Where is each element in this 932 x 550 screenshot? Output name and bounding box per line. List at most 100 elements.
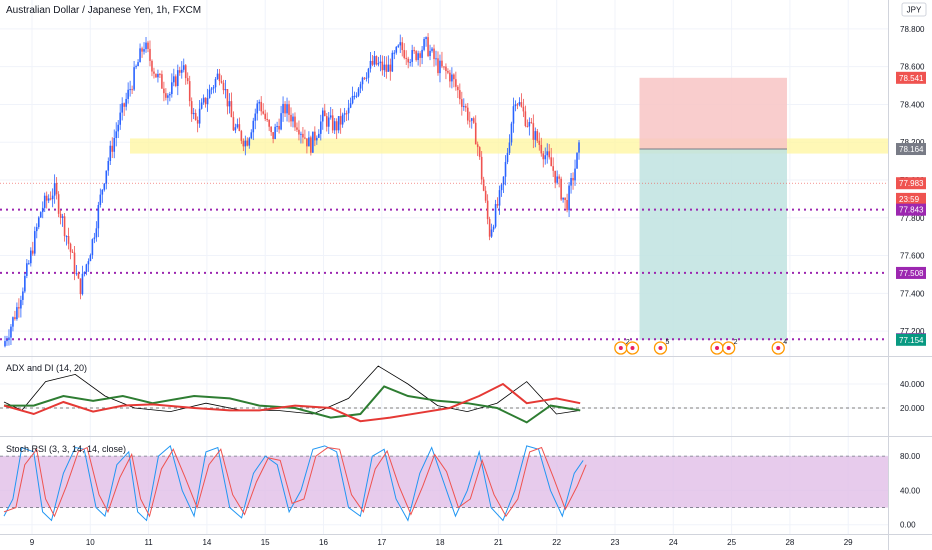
candle[interactable] [61,213,64,227]
candle[interactable] [463,98,465,111]
candle[interactable] [175,74,177,88]
candle[interactable] [200,98,203,110]
candle[interactable] [220,75,223,84]
candle[interactable] [375,55,378,66]
candle[interactable] [125,92,127,111]
candle[interactable] [419,51,421,67]
candle[interactable] [433,44,435,67]
candle[interactable] [510,121,513,146]
candle[interactable] [538,132,541,151]
candle[interactable] [476,141,479,157]
candle[interactable] [423,36,425,52]
currency-badge[interactable]: JPY [901,2,927,17]
candle[interactable] [10,323,12,345]
candle[interactable] [335,118,338,140]
candle[interactable] [224,79,227,99]
candle[interactable] [377,56,380,67]
candle[interactable] [411,44,413,67]
candle[interactable] [496,197,499,209]
candle[interactable] [290,107,292,127]
candle[interactable] [20,295,22,318]
candle[interactable] [401,37,404,57]
candle[interactable] [256,100,259,121]
candle[interactable] [182,58,185,73]
candle[interactable] [51,188,54,208]
candle[interactable] [190,97,193,122]
candle[interactable] [470,117,473,129]
candle[interactable] [306,138,308,154]
candle[interactable] [264,109,266,122]
candle[interactable] [109,140,112,165]
candle[interactable] [522,98,525,118]
take-profit-zone[interactable] [639,149,787,340]
candle[interactable] [47,194,50,204]
candle[interactable] [298,120,300,141]
candle[interactable] [566,193,568,213]
candle[interactable] [59,210,62,225]
candle[interactable] [35,223,38,239]
candle[interactable] [262,103,264,115]
candle[interactable] [544,147,547,165]
candle[interactable] [49,191,52,201]
candle[interactable] [443,66,445,70]
candle[interactable] [488,216,491,241]
candle[interactable] [518,97,521,107]
candle[interactable] [514,100,517,112]
candle[interactable] [312,131,314,153]
candle[interactable] [337,116,340,134]
candle[interactable] [234,123,237,134]
candle[interactable] [369,51,372,73]
candle[interactable] [85,263,88,276]
candle[interactable] [55,177,58,200]
candle[interactable] [188,75,191,107]
candle[interactable] [163,81,165,102]
candle[interactable] [321,107,324,130]
candle[interactable] [524,105,527,128]
candle[interactable] [260,96,263,116]
candle[interactable] [353,91,356,100]
adx-series-di-[interactable] [4,385,581,424]
candle[interactable] [69,242,72,260]
candle[interactable] [210,86,213,95]
candle[interactable] [429,44,431,61]
candle[interactable] [308,131,310,147]
candle[interactable] [316,135,318,145]
candle[interactable] [407,56,409,69]
candle[interactable] [383,56,386,77]
candle[interactable] [240,129,243,144]
candle[interactable] [4,335,6,348]
candle[interactable] [173,68,175,87]
candle[interactable] [75,264,78,276]
candle[interactable] [576,152,578,169]
candle[interactable] [385,56,388,79]
candle[interactable] [67,227,70,250]
candle[interactable] [141,46,143,58]
candle[interactable] [355,92,358,99]
candle[interactable] [147,40,149,53]
candle[interactable] [325,113,328,132]
candle[interactable] [349,97,352,109]
candle[interactable] [117,120,120,139]
candle[interactable] [45,191,48,209]
candle[interactable] [97,201,100,238]
candle[interactable] [65,235,68,246]
candle[interactable] [129,80,131,97]
candle[interactable] [286,97,288,122]
candle[interactable] [449,69,451,88]
candle[interactable] [399,34,402,53]
candle[interactable] [447,68,449,75]
candle[interactable] [359,81,362,94]
candle[interactable] [43,192,46,213]
candle[interactable] [268,119,270,132]
candle[interactable] [133,60,135,92]
candle[interactable] [294,112,296,132]
candle[interactable] [192,107,195,120]
candle[interactable] [550,147,552,167]
candle[interactable] [461,91,463,116]
candle[interactable] [292,113,294,128]
candle[interactable] [236,118,239,129]
candle[interactable] [105,170,108,190]
candle[interactable] [270,126,272,136]
candle[interactable] [373,51,376,68]
candle[interactable] [107,157,110,176]
